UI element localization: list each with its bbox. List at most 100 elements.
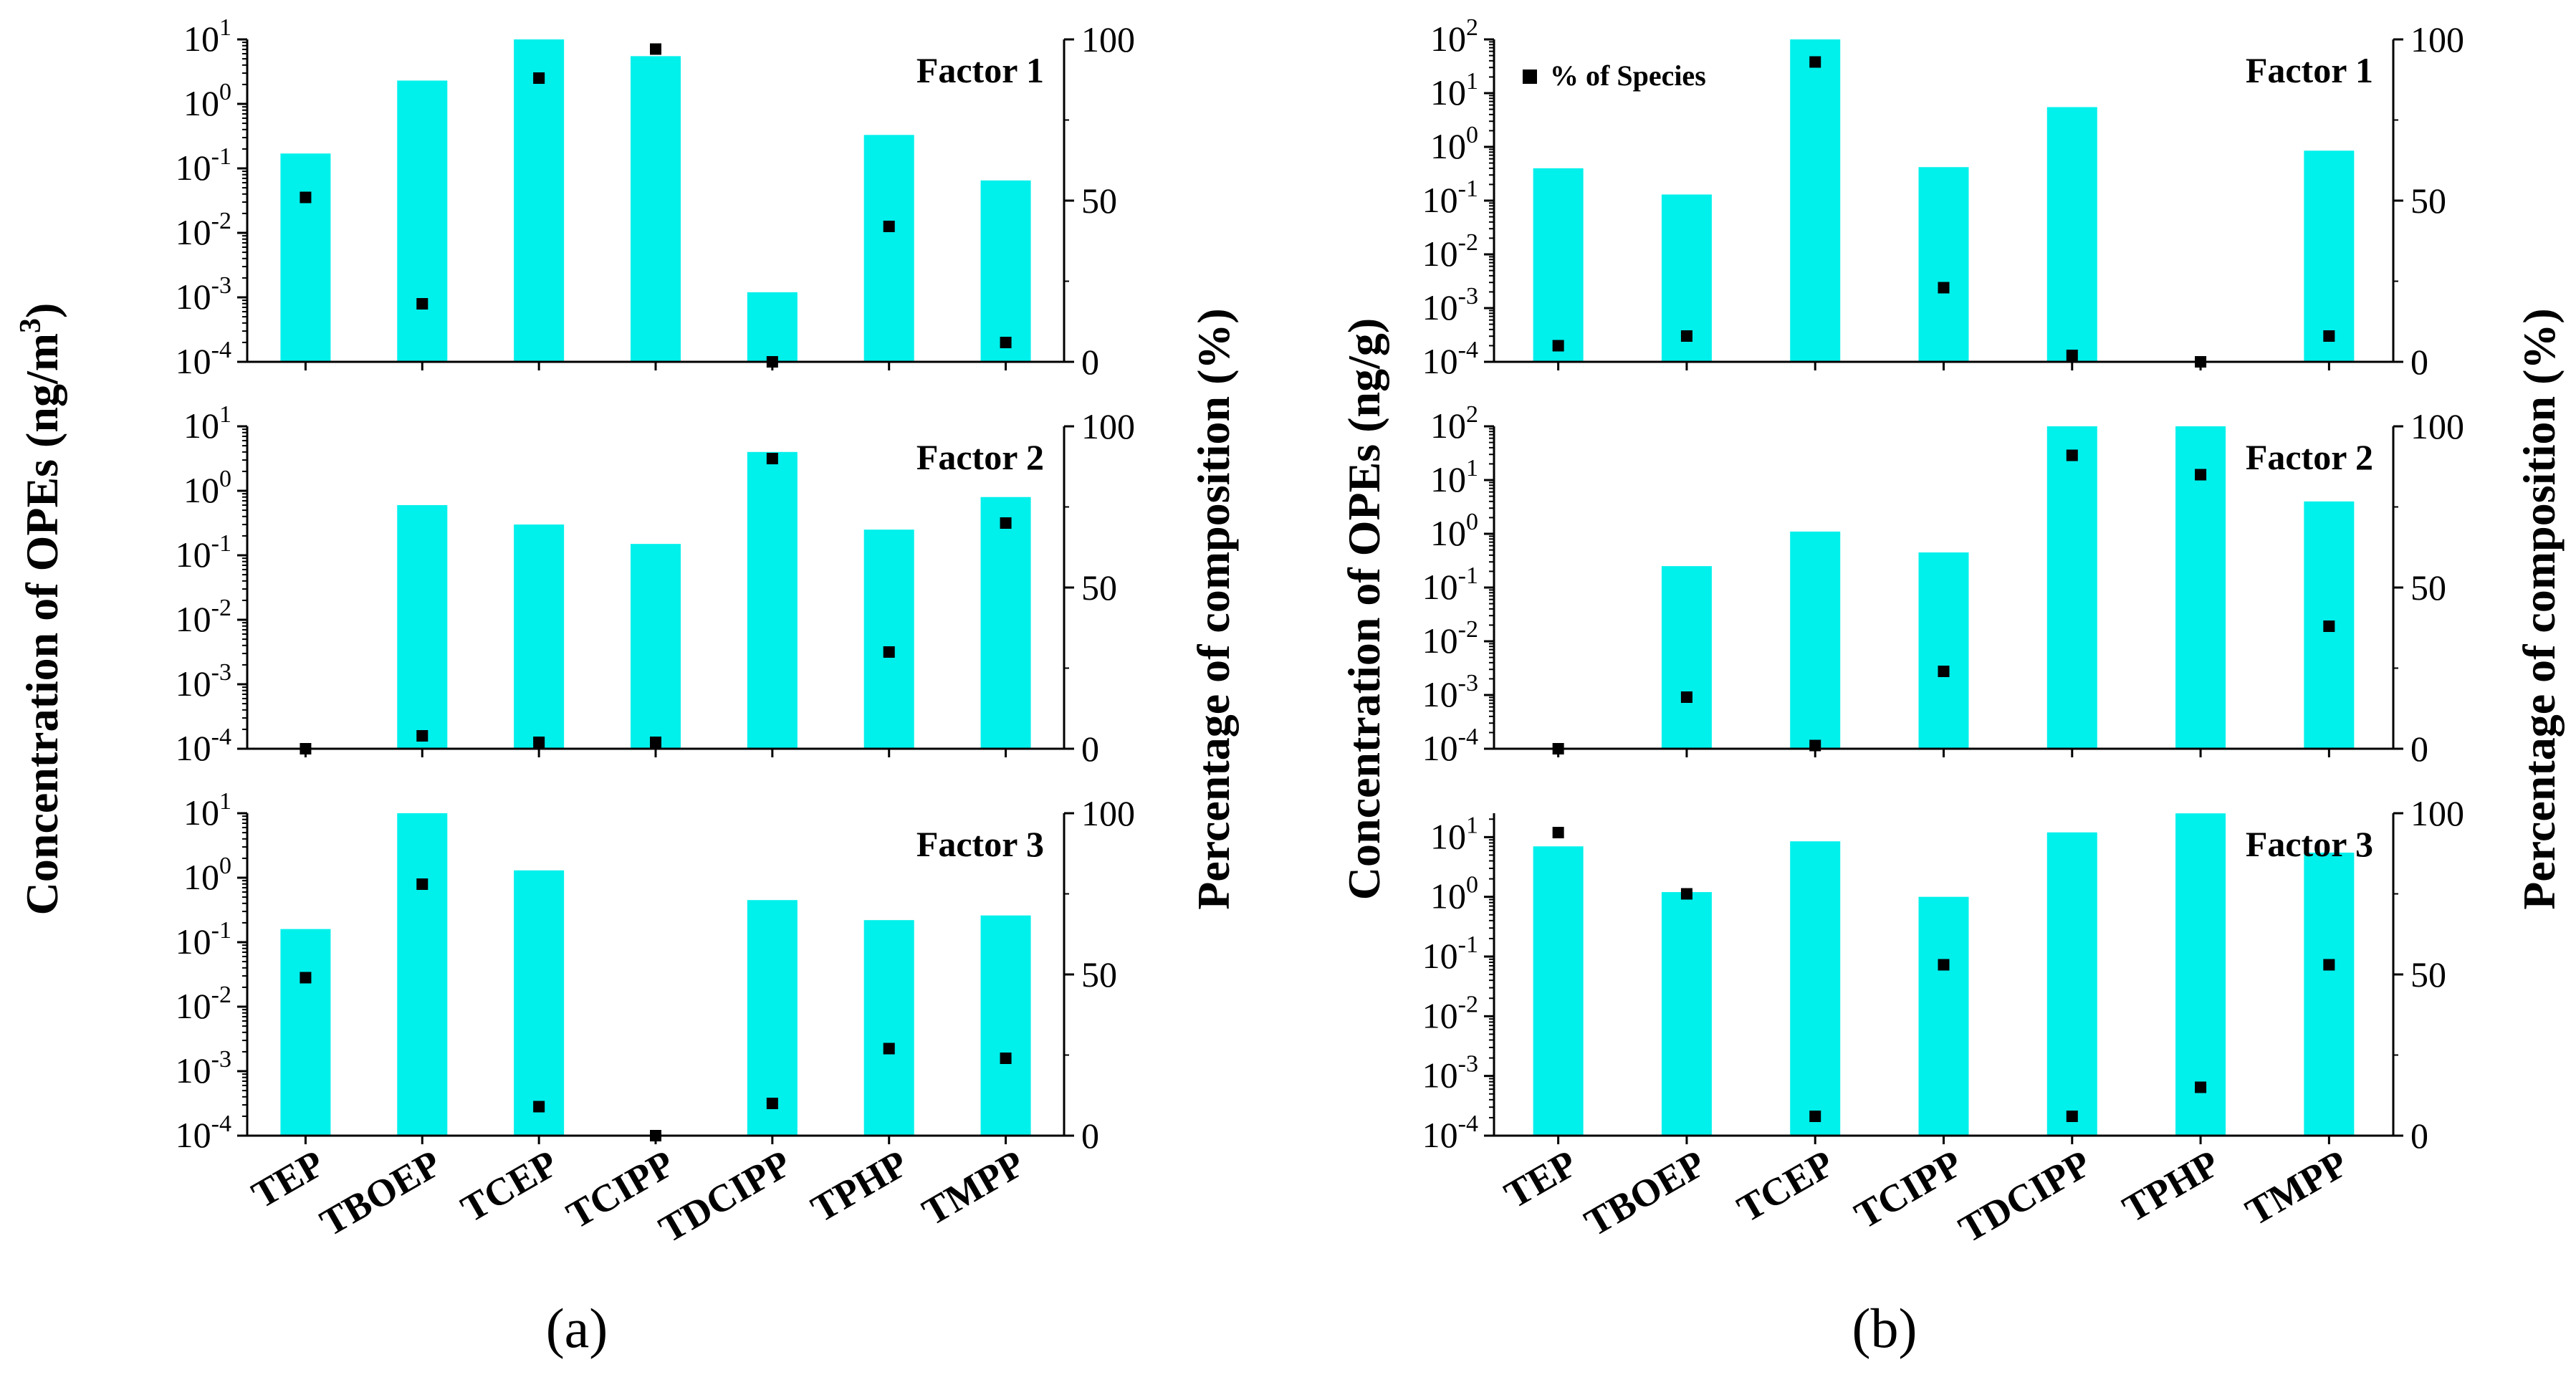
marker-tmpp (1000, 517, 1012, 529)
left-axis-title: Concentration of OPEs (ng/m3) (14, 303, 67, 916)
bar-tep (280, 153, 331, 363)
category-label-tboep: TBOEP (313, 1141, 449, 1244)
left-tick-label: 10-3 (176, 659, 231, 704)
marker-tcep (533, 1101, 545, 1113)
bar-tcep (514, 870, 565, 1136)
left-tick-label: 101 (183, 788, 231, 833)
marker-tmpp (2323, 330, 2335, 342)
left-tick-label: 102 (1430, 401, 1478, 446)
bar-tcipp (1918, 552, 1969, 749)
bar-tboep (397, 813, 448, 1136)
factor-label: Factor 2 (916, 437, 1044, 477)
marker-tphp (883, 1043, 895, 1055)
left-tick-label: 10-2 (1422, 616, 1478, 661)
left-tick-label: 101 (1430, 812, 1478, 856)
marker-tphp (2195, 1081, 2207, 1093)
left-tick-label: 10-1 (1422, 931, 1478, 976)
bar-tboep (1661, 892, 1712, 1136)
left-tick-label: 10-4 (176, 724, 231, 768)
marker-tmpp (2323, 959, 2335, 971)
left-tick-label: 10-1 (1422, 176, 1478, 220)
factor-panel-3: 10-4 10-3 10-2 10-1 100 101 0 50 100 Factor 3 (176, 788, 1135, 1156)
right-axis-title: Percentage of composition (%) (1188, 308, 1239, 910)
left-tick-label: 10-3 (1422, 670, 1478, 714)
marker-tdcipp (2066, 1111, 2078, 1122)
right-tick-label: 100 (1081, 406, 1135, 446)
factor-label: Factor 1 (916, 50, 1044, 90)
bar-tcep (1790, 841, 1841, 1136)
bar-tcep (1790, 39, 1841, 362)
category-label-tcep: TCEP (454, 1141, 565, 1230)
left-tick-label: 100 (183, 853, 231, 897)
left-tick-label: 100 (183, 466, 231, 510)
marker-tboep (1680, 330, 1692, 342)
bar-tep (280, 929, 331, 1136)
marker-tcipp (1938, 959, 1950, 971)
panel-label: (b) (1852, 1297, 1917, 1359)
marker-tphp (2195, 356, 2207, 368)
bar-tmpp (980, 497, 1031, 749)
marker-tboep (416, 298, 428, 310)
bar-tboep (1661, 566, 1712, 749)
category-label-tdcipp: TDCIPP (1952, 1141, 2098, 1250)
left-tick-label: 100 (1430, 872, 1478, 916)
left-tick-label: 101 (183, 401, 231, 446)
left-tick-label: 10-3 (1422, 283, 1478, 327)
marker-tboep (416, 730, 428, 742)
right-tick-label: 100 (2410, 793, 2464, 833)
right-tick-label: 0 (2410, 342, 2428, 382)
category-label-tphp: TPHP (2115, 1141, 2226, 1230)
left-tick-label: 10-4 (1422, 1111, 1478, 1155)
bar-tmpp (2304, 150, 2355, 362)
legend-label: % of Species (1550, 59, 1706, 92)
bar-tdcipp (2046, 426, 2097, 749)
marker-tmpp (2323, 620, 2335, 632)
left-tick-label: 10-4 (1422, 337, 1478, 381)
left-tick-label: 101 (1430, 68, 1478, 112)
marker-tcipp (650, 1130, 661, 1141)
marker-tdcipp (766, 356, 778, 368)
bar-tdcipp (2046, 107, 2097, 363)
category-label-tmpp: TMPP (915, 1141, 1031, 1233)
category-label-tphp: TPHP (804, 1141, 915, 1230)
right-tick-label: 0 (1081, 729, 1099, 769)
marker-tcipp (1938, 666, 1950, 677)
right-tick-label: 50 (1081, 567, 1117, 608)
right-tick-label: 50 (2410, 954, 2446, 995)
left-tick-label: 100 (183, 79, 231, 123)
left-tick-label: 10-1 (176, 143, 231, 188)
right-tick-label: 100 (2410, 406, 2464, 446)
right-tick-label: 100 (2410, 19, 2464, 59)
category-label-tboep: TBOEP (1577, 1141, 1713, 1244)
factor-panel-1: 10-4 10-3 10-2 10-1 100 101 102 0 50 100 Factor 1 (1422, 14, 2464, 382)
left-tick-label: 101 (183, 14, 231, 59)
marker-tdcipp (2066, 449, 2078, 461)
bar-tphp (863, 920, 914, 1136)
bar-tcipp (631, 544, 681, 749)
left-tick-label: 10-2 (1422, 229, 1478, 274)
bar-tdcipp (747, 451, 798, 749)
bar-tcipp (1918, 896, 1969, 1136)
right-tick-label: 50 (2410, 181, 2446, 221)
bar-tmpp (980, 180, 1031, 362)
left-tick-label: 10-2 (176, 982, 231, 1026)
right-tick-label: 0 (2410, 729, 2428, 769)
factor-panel-1: 10-4 10-3 10-2 10-1 100 101 0 50 100 Factor 1 (176, 14, 1135, 382)
left-tick-label: 10-3 (1422, 1051, 1478, 1096)
right-tick-label: 0 (1081, 1116, 1099, 1156)
marker-tmpp (1000, 337, 1012, 348)
category-label-tdcipp: TDCIPP (652, 1141, 798, 1250)
marker-tcipp (650, 737, 661, 748)
left-tick-label: 10-2 (1422, 991, 1478, 1035)
left-tick-label: 10-2 (176, 595, 231, 639)
marker-tmpp (1000, 1053, 1012, 1064)
panel-label: (a) (546, 1297, 608, 1359)
bar-tcipp (1918, 167, 1969, 363)
marker-tep (300, 191, 312, 203)
right-tick-label: 50 (1081, 954, 1117, 995)
marker-tphp (883, 646, 895, 658)
right-tick-label: 50 (2410, 567, 2446, 608)
bar-tdcipp (2046, 832, 2097, 1136)
